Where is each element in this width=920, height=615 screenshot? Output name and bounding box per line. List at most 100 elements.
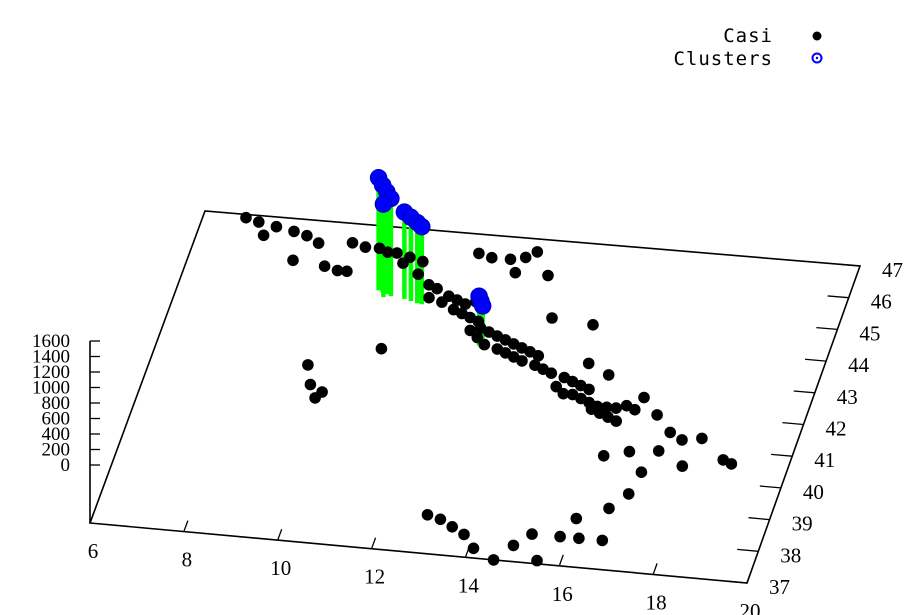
casi-point [359,241,372,253]
y-tick-mark [804,358,827,362]
y-tick-label: 46 [871,290,892,314]
casi-point [629,403,641,416]
casi-point [532,350,545,362]
z-tick-label: 400 [42,424,71,445]
casi-point [531,554,543,567]
x-tick-mark [746,571,752,584]
x-axis: 6 8 10 12 14 16 18 20 [88,511,761,615]
casi-point [304,378,317,391]
x-tick-mark [277,528,283,541]
x-tick-mark [652,563,658,575]
casi-point [507,539,520,552]
z-tick-label: 600 [42,409,71,430]
casi-point [458,528,470,541]
casi-point [570,512,583,525]
y-tick-label: 41 [814,448,835,472]
legend-marker-clusters-dot [815,56,819,60]
casi-point [610,415,622,427]
casi-point [397,257,409,270]
casi-point [421,509,434,521]
z-tick-label: 200 [42,440,71,461]
y-tick-label: 47 [882,258,903,282]
casi-point [471,331,484,344]
legend: Casi Clusters [673,25,823,70]
y-tick-label: 39 [792,512,813,536]
legend-marker-clusters [811,52,823,64]
casi-point [240,211,252,224]
casi-point [467,542,480,555]
y-tick-label: 38 [780,543,801,567]
y-tick-mark [827,295,849,299]
casi-point [331,264,344,277]
y-tick-label: 40 [803,480,824,504]
casi-point [302,359,314,371]
casi-point [587,319,599,331]
casi-point [417,255,429,268]
y-tick-mark [748,517,770,521]
casi-point [287,254,299,267]
legend-label-casi: Casi [723,25,773,47]
y-tick-mark [725,580,748,584]
x-tick-mark [558,554,564,567]
z-tick-label: 1200 [32,362,70,383]
z-tick-label: 0 [61,455,71,476]
y-tick-label: 42 [826,417,847,441]
casi-point [610,402,622,414]
casi-point [519,251,532,264]
casi-point [318,260,331,273]
casi-point [504,253,517,266]
y-tick-label: 45 [859,321,880,345]
casi-point [431,282,443,295]
casi-point [381,246,394,258]
x-tick-label: 8 [182,548,193,572]
casi-point [478,338,491,351]
casi-point [664,426,676,439]
x-tick-label: 18 [646,590,667,614]
y-tick-mark [759,485,781,489]
casi-point [545,367,558,380]
y-tick-mark [816,326,838,331]
casi-point [464,324,477,337]
casi-point [651,409,663,421]
casi-series [240,211,738,567]
casi-point [516,355,528,367]
casi-point [270,220,283,233]
casi-point [676,434,688,446]
casi-point [436,296,448,308]
casi-point [459,298,472,310]
casi-point [696,432,708,445]
casi-point [725,458,738,470]
casi-point [509,266,522,279]
x-tick-label: 14 [458,573,480,597]
legend-marker-casi [812,31,822,41]
legend-label-clusters: Clusters [673,48,773,70]
z-tick-label: 800 [42,393,71,414]
y-tick-mark [771,453,793,457]
cluster-point [473,297,492,315]
y-axis: 37 38 39 40 41 42 43 44 45 46 47 [725,258,903,599]
z-tick-label: 1000 [32,378,70,399]
casi-point [603,502,615,515]
casi-point [557,387,570,400]
casi-point [391,247,403,259]
plot-frame [88,210,862,584]
x-tick-mark [183,520,189,532]
z-tick-label: 1600 [32,331,70,352]
casi-point [309,392,321,404]
z-tick-label: 1400 [32,347,70,368]
casi-point [531,246,544,258]
x-tick-label: 10 [270,556,291,580]
casi-point [596,534,609,547]
x-tick-label: 20 [740,599,761,615]
casi-point [301,229,313,242]
y-tick-mark [793,390,815,394]
casi-point [446,521,459,533]
casi-point [341,265,353,278]
casi-point [252,216,265,228]
cluster-point [413,217,431,236]
casi-point [312,237,325,249]
casi-point [546,312,558,324]
y-tick-label: 43 [837,385,858,409]
casi-point [487,554,500,566]
